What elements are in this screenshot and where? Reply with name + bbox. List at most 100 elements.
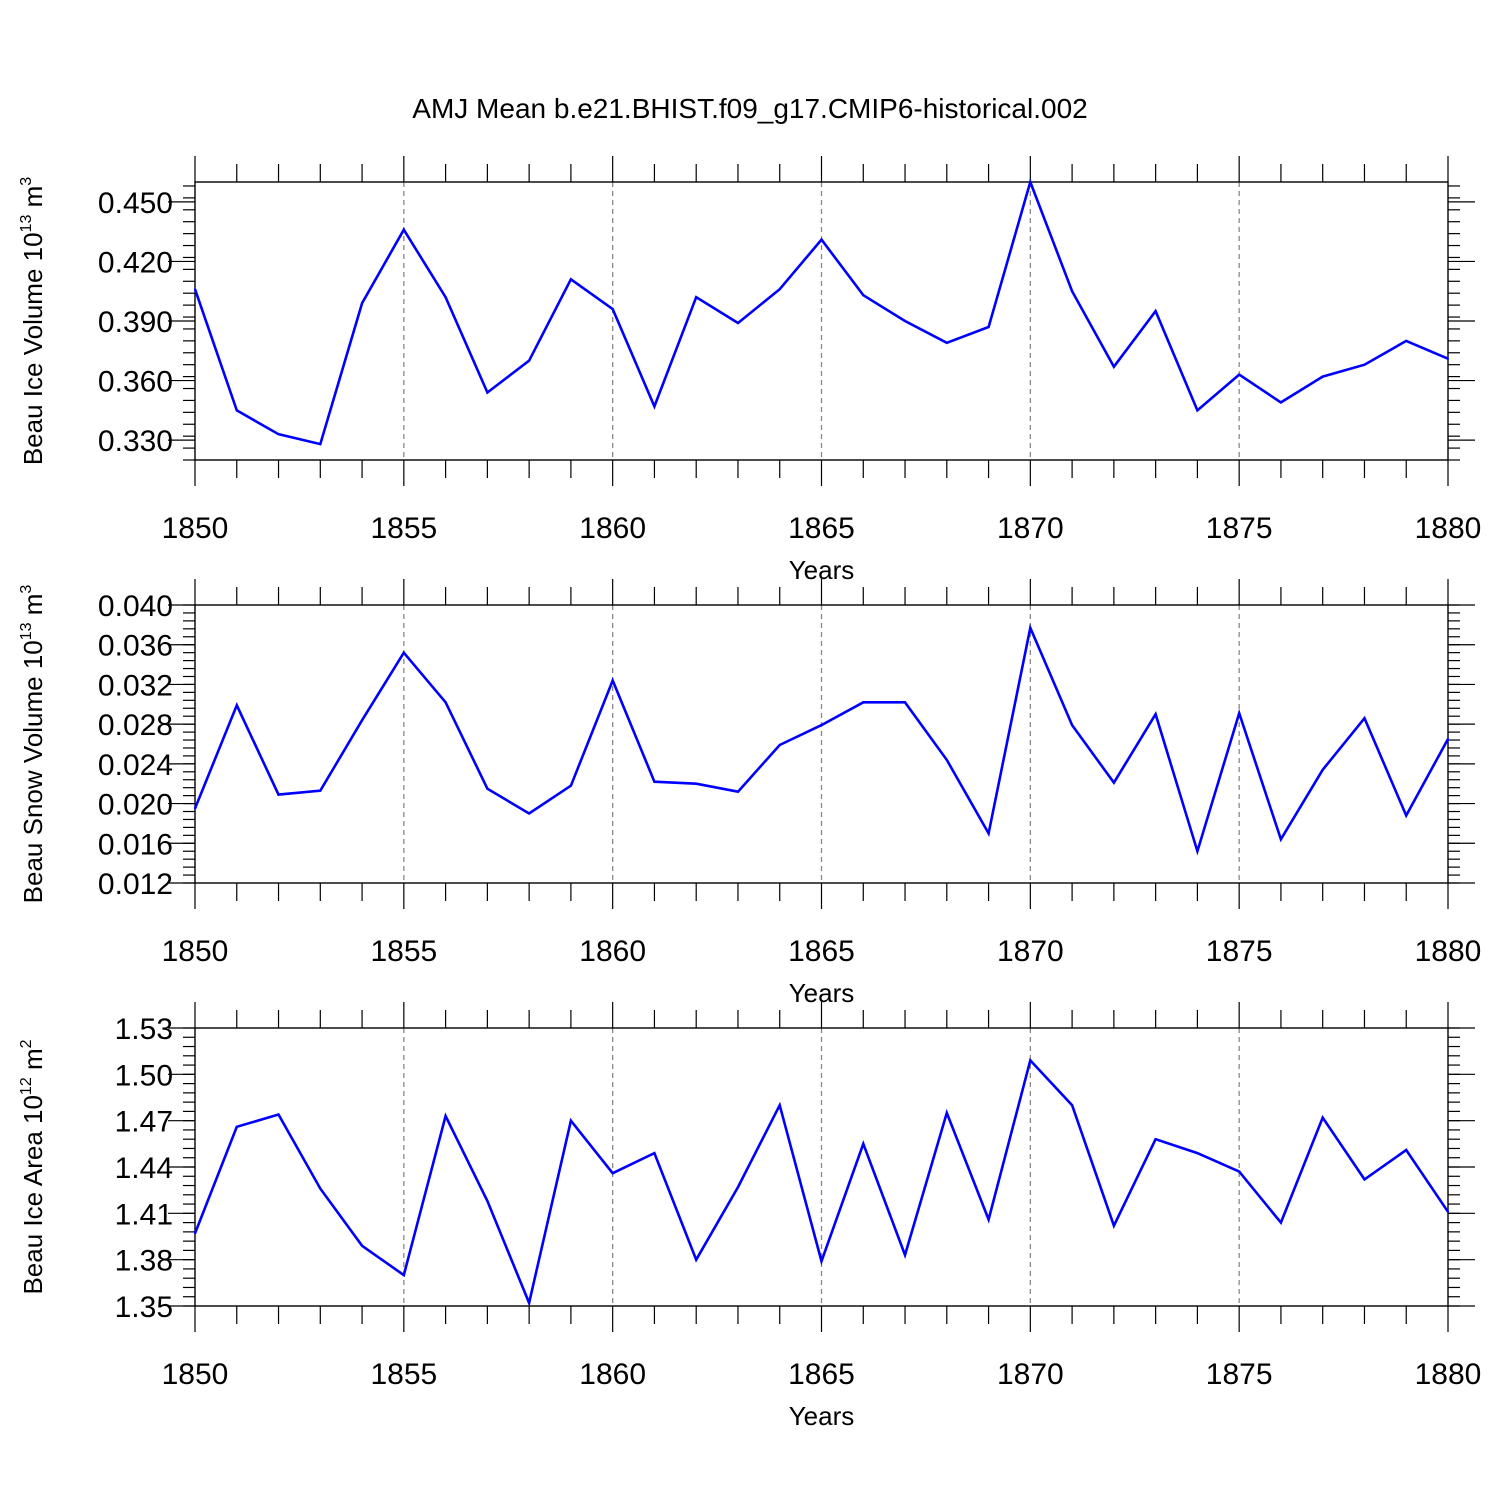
x-tick-label: 1860 bbox=[579, 1358, 646, 1391]
data-point bbox=[194, 1232, 196, 1235]
data-point bbox=[486, 391, 489, 394]
x-tick-label: 1855 bbox=[370, 935, 437, 968]
data-point bbox=[778, 1104, 781, 1107]
y-axis-title-unit-exp: 2 bbox=[18, 1039, 35, 1048]
data-point bbox=[1071, 1104, 1074, 1107]
data-point bbox=[361, 719, 364, 722]
x-tick-label: 1870 bbox=[997, 935, 1064, 968]
data-point bbox=[904, 320, 907, 322]
data-point bbox=[1363, 717, 1366, 720]
data-point bbox=[1447, 357, 1449, 360]
y-axis-title: Beau Snow Volume 1013 m3 bbox=[18, 585, 48, 904]
y-tick-label: 0.450 bbox=[98, 187, 173, 220]
data-point bbox=[736, 1186, 739, 1189]
data-point bbox=[277, 433, 280, 436]
data-point bbox=[945, 758, 948, 761]
y-tick-label: 0.024 bbox=[98, 749, 173, 782]
data-point bbox=[235, 704, 238, 707]
y-tick-label: 0.420 bbox=[98, 246, 173, 279]
data-point bbox=[1071, 724, 1074, 727]
data-point bbox=[695, 296, 698, 299]
data-point bbox=[277, 1113, 280, 1116]
y-axis-title-prefix: Beau Snow Volume 10 bbox=[18, 640, 48, 903]
y-tick-label: 0.360 bbox=[98, 366, 173, 399]
data-point bbox=[611, 679, 614, 682]
data-point bbox=[319, 789, 322, 792]
x-tick-label: 1880 bbox=[1415, 935, 1482, 968]
y-tick-label: 0.028 bbox=[98, 709, 173, 742]
y-tick-label: 1.41 bbox=[115, 1198, 173, 1231]
data-point bbox=[319, 443, 322, 446]
x-tick-label: 1870 bbox=[997, 512, 1064, 545]
y-axis-title-prefix: Beau Ice Volume 10 bbox=[18, 232, 48, 465]
data-point bbox=[528, 359, 531, 362]
x-tick-label: 1850 bbox=[162, 512, 229, 545]
data-point bbox=[1196, 850, 1199, 853]
data-point bbox=[319, 1187, 322, 1190]
data-point bbox=[1112, 1224, 1115, 1227]
y-tick-label: 0.016 bbox=[98, 828, 173, 861]
y-axis-title-exp: 13 bbox=[18, 622, 35, 640]
data-point bbox=[1321, 768, 1324, 771]
data-point bbox=[1112, 365, 1115, 368]
data-point bbox=[1363, 1178, 1366, 1181]
data-point bbox=[235, 1125, 238, 1128]
plot-frame bbox=[194, 1027, 1449, 1307]
y-tick-label: 0.330 bbox=[98, 425, 173, 458]
y-tick-label: 1.50 bbox=[115, 1059, 173, 1092]
data-point bbox=[945, 341, 948, 344]
data-point bbox=[1112, 781, 1115, 784]
x-tick-label: 1865 bbox=[788, 935, 855, 968]
x-tick-label: 1850 bbox=[162, 935, 229, 968]
plot-frame bbox=[194, 604, 1449, 884]
data-point bbox=[904, 701, 907, 704]
data-point bbox=[361, 1244, 364, 1247]
panel-ice-volume: 1850 1855 1860 1865 1870 1875 1880 0.330 0.360 0.… bbox=[18, 156, 1481, 585]
data-point bbox=[1405, 814, 1408, 817]
data-point bbox=[1029, 626, 1032, 629]
data-point bbox=[1405, 339, 1408, 342]
data-point bbox=[1029, 181, 1032, 183]
data-point bbox=[987, 832, 990, 835]
data-point bbox=[444, 1115, 447, 1118]
y-axis-title-exp: 12 bbox=[18, 1077, 35, 1095]
y-tick-label: 1.38 bbox=[115, 1245, 173, 1278]
x-tick-label: 1870 bbox=[997, 1358, 1064, 1391]
data-point bbox=[569, 278, 572, 281]
data-point bbox=[235, 409, 238, 412]
y-tick-label: 0.040 bbox=[98, 590, 173, 623]
data-point bbox=[402, 651, 405, 654]
data-point bbox=[1279, 401, 1282, 404]
data-point bbox=[736, 321, 739, 324]
data-point bbox=[569, 1119, 572, 1122]
data-point bbox=[653, 1152, 656, 1155]
data-point bbox=[695, 1258, 698, 1261]
x-tick-label: 1875 bbox=[1206, 512, 1273, 545]
data-point bbox=[486, 1199, 489, 1202]
x-tick-label: 1865 bbox=[788, 1358, 855, 1391]
data-point bbox=[1279, 1221, 1282, 1224]
data-point bbox=[277, 793, 280, 796]
y-axis-title: Beau Ice Volume 1013 m3 bbox=[18, 177, 48, 465]
panel-snow-volume: 1850 1855 1860 1865 1870 1875 1880 0.012 0.016 0.… bbox=[18, 579, 1481, 1008]
data-point bbox=[444, 701, 447, 704]
data-point bbox=[653, 780, 656, 783]
data-point bbox=[1029, 1059, 1032, 1062]
data-point bbox=[486, 787, 489, 790]
data-point bbox=[1238, 1170, 1241, 1173]
data-point bbox=[1321, 1116, 1324, 1119]
data-point bbox=[862, 1142, 865, 1145]
data-point bbox=[611, 308, 614, 311]
x-axis-title: Years bbox=[789, 1401, 855, 1431]
data-point bbox=[1154, 713, 1157, 716]
y-axis-title-unit: m bbox=[18, 594, 48, 623]
data-point bbox=[1154, 310, 1157, 313]
x-tick-label: 1875 bbox=[1206, 935, 1273, 968]
y-axis-title-unit-exp: 3 bbox=[18, 177, 35, 186]
y-tick-label: 0.036 bbox=[98, 630, 173, 663]
plot-frame bbox=[194, 181, 1449, 461]
y-axis-title-unit: m bbox=[18, 1048, 48, 1077]
x-tick-label: 1880 bbox=[1415, 1358, 1482, 1391]
y-tick-label: 1.35 bbox=[115, 1291, 173, 1324]
data-point bbox=[1447, 738, 1449, 741]
